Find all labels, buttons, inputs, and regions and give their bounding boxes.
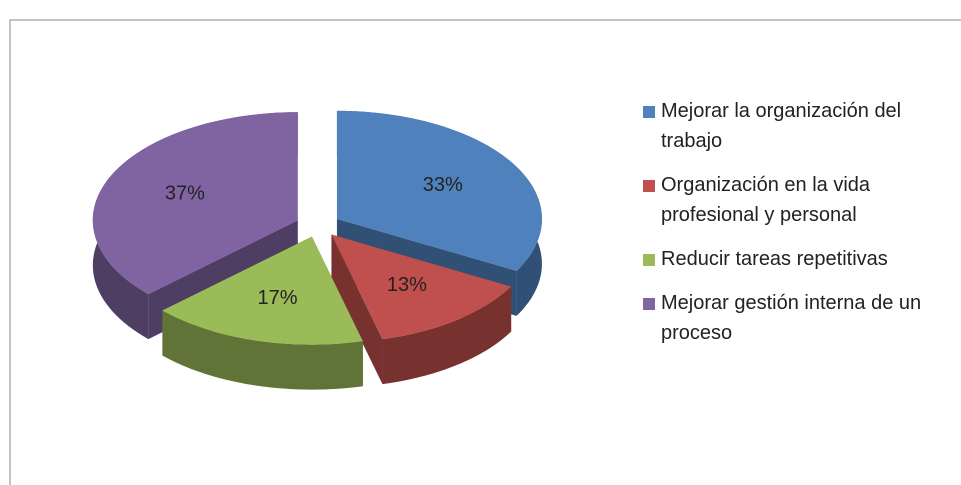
legend-label: Organización en la vida profesional y pe… bbox=[661, 174, 871, 226]
legend-swatch bbox=[643, 180, 655, 192]
data-label: 33% bbox=[423, 174, 463, 196]
legend-swatch bbox=[643, 106, 655, 118]
slice-group: 17% bbox=[162, 236, 363, 390]
slice bbox=[162, 236, 363, 345]
legend-item: Mejorar gestión interna de un proceso bbox=[643, 288, 943, 348]
slice bbox=[92, 112, 298, 295]
slice-group: 13% bbox=[331, 234, 512, 385]
legend-item: Reducir tareas repetitivas bbox=[643, 244, 943, 274]
chart-frame bbox=[9, 19, 961, 485]
data-label: 17% bbox=[258, 287, 298, 309]
legend-label: Reducir tareas repetitivas bbox=[661, 248, 888, 270]
legend: Mejorar la organización del trabajo Organ… bbox=[643, 96, 943, 362]
slice-wall bbox=[382, 286, 512, 385]
legend-label: Mejorar la organización del trabajo bbox=[661, 100, 902, 152]
legend-label: Mejorar gestión interna de un proceso bbox=[661, 292, 922, 344]
slice-wall bbox=[162, 310, 363, 390]
legend-item: Organización en la vida profesional y pe… bbox=[643, 170, 943, 230]
slice bbox=[336, 110, 542, 271]
legend-swatch bbox=[643, 298, 655, 310]
slice bbox=[331, 234, 512, 340]
legend-swatch bbox=[643, 254, 655, 266]
slice-side bbox=[331, 234, 383, 385]
legend-item: Mejorar la organización del trabajo bbox=[643, 96, 943, 156]
data-label: 37% bbox=[165, 183, 205, 205]
data-label: 13% bbox=[387, 274, 427, 296]
